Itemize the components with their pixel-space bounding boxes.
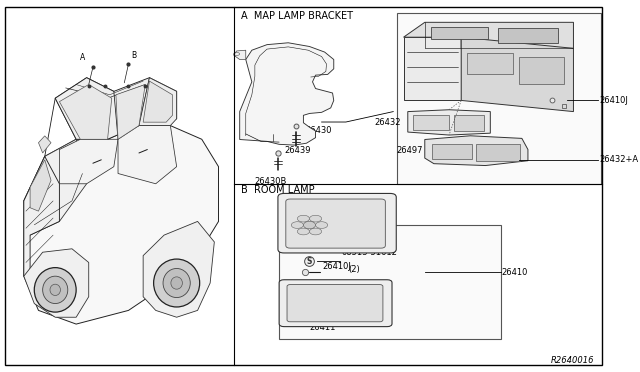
Bar: [467, 53, 513, 74]
Polygon shape: [24, 156, 60, 276]
Ellipse shape: [50, 284, 60, 295]
Text: 26497: 26497: [396, 146, 423, 155]
Polygon shape: [60, 84, 112, 139]
Polygon shape: [143, 81, 172, 122]
FancyBboxPatch shape: [287, 285, 383, 322]
Text: 08513-51612: 08513-51612: [341, 248, 397, 257]
Ellipse shape: [316, 222, 328, 228]
Polygon shape: [55, 78, 114, 139]
Text: S: S: [307, 257, 312, 266]
Bar: [519, 57, 564, 84]
Ellipse shape: [43, 276, 68, 304]
Text: 26430: 26430: [305, 126, 332, 135]
Bar: [454, 115, 484, 131]
Polygon shape: [234, 50, 246, 60]
Text: 26432+A: 26432+A: [600, 155, 639, 164]
Text: B  ROOM LAMP: B ROOM LAMP: [241, 185, 314, 195]
Ellipse shape: [310, 215, 322, 222]
Bar: [476, 144, 520, 161]
Polygon shape: [60, 139, 118, 184]
Text: 26410J: 26410J: [323, 262, 352, 271]
Polygon shape: [55, 78, 177, 139]
Text: 26410: 26410: [502, 268, 528, 277]
Text: (2): (2): [348, 265, 360, 274]
Polygon shape: [425, 136, 528, 166]
Polygon shape: [116, 84, 145, 139]
Ellipse shape: [291, 222, 303, 228]
Polygon shape: [240, 43, 333, 145]
Polygon shape: [143, 221, 214, 317]
Text: A  MAP LAMP BRACKET: A MAP LAMP BRACKET: [241, 11, 353, 20]
Text: B: B: [132, 51, 137, 60]
Ellipse shape: [298, 228, 310, 235]
Polygon shape: [24, 126, 218, 324]
Bar: [432, 144, 472, 159]
Ellipse shape: [163, 269, 190, 298]
Text: 26430B: 26430B: [255, 177, 287, 186]
Bar: [397, 13, 601, 184]
Polygon shape: [404, 22, 573, 48]
Polygon shape: [139, 78, 177, 126]
Bar: [431, 27, 488, 39]
Polygon shape: [404, 37, 461, 100]
Polygon shape: [24, 249, 89, 317]
Polygon shape: [461, 37, 573, 112]
Text: 26411: 26411: [310, 323, 336, 332]
Ellipse shape: [154, 259, 200, 307]
Circle shape: [303, 221, 316, 229]
Text: R2640016: R2640016: [551, 356, 595, 365]
Text: 26432: 26432: [374, 118, 401, 126]
Polygon shape: [408, 110, 490, 135]
Text: 26410J: 26410J: [600, 96, 628, 105]
Bar: [279, 225, 500, 339]
FancyBboxPatch shape: [286, 199, 385, 248]
Text: 26439: 26439: [284, 146, 310, 155]
Text: A: A: [81, 53, 86, 62]
Polygon shape: [118, 126, 177, 184]
Polygon shape: [30, 160, 51, 211]
FancyBboxPatch shape: [278, 193, 396, 253]
Ellipse shape: [35, 267, 76, 312]
Polygon shape: [38, 136, 51, 153]
Bar: [413, 115, 449, 130]
FancyBboxPatch shape: [279, 280, 392, 327]
Bar: [497, 28, 558, 43]
Ellipse shape: [298, 215, 310, 222]
Ellipse shape: [310, 228, 322, 235]
Polygon shape: [24, 139, 86, 235]
Ellipse shape: [171, 277, 182, 289]
